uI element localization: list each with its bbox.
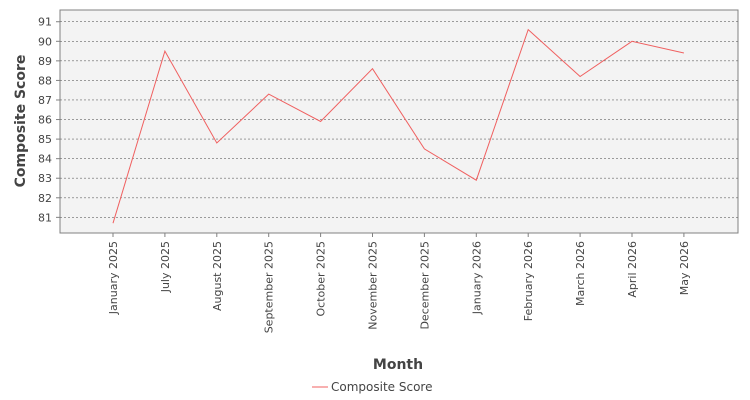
y-axis-ticks: 81 82 83 84 85 86 87 88 89 90 91	[38, 16, 60, 224]
y-tick-label: 87	[38, 94, 52, 107]
x-tick-label: November 2025	[367, 241, 380, 330]
plot-area	[59, 9, 739, 234]
data-point	[164, 50, 166, 52]
y-tick-label: 88	[38, 74, 52, 87]
data-point	[216, 142, 218, 144]
data-point	[268, 93, 270, 95]
data-point	[371, 67, 373, 69]
data-point	[112, 222, 114, 224]
x-axis-title: Month	[373, 357, 423, 373]
legend-label: Composite Score	[331, 380, 432, 394]
y-tick-label: 82	[38, 192, 52, 205]
x-tick-label: February 2026	[522, 241, 535, 321]
y-tick-label: 81	[38, 211, 52, 224]
x-tick-label: March 2026	[574, 241, 587, 306]
x-tick-label: April 2026	[626, 241, 639, 298]
legend: Composite Score	[312, 380, 432, 394]
y-tick-label: 83	[38, 172, 52, 185]
x-axis-ticks: January 2025 July 2025 August 2025 Septembe…	[107, 233, 691, 333]
x-tick-label: December 2025	[418, 241, 431, 330]
series-layer	[112, 28, 685, 224]
data-point	[423, 148, 425, 150]
x-tick-label: July 2025	[159, 241, 172, 293]
data-point	[579, 75, 581, 77]
x-tick-label: August 2025	[211, 241, 224, 311]
x-tick-label: May 2026	[678, 241, 691, 295]
data-point	[683, 52, 685, 54]
data-point	[527, 28, 529, 30]
x-tick-label: September 2025	[263, 241, 276, 333]
x-tick-label: January 2025	[107, 241, 120, 315]
y-tick-label: 84	[38, 153, 52, 166]
grid-lines	[60, 21, 738, 218]
y-tick-label: 86	[38, 114, 52, 127]
x-tick-label: October 2025	[315, 241, 328, 317]
y-tick-label: 85	[38, 133, 52, 146]
data-point	[475, 179, 477, 181]
data-point	[319, 120, 321, 122]
x-tick-label: January 2026	[470, 241, 483, 315]
y-tick-label: 89	[38, 55, 52, 68]
y-axis-title: Composite Score	[13, 55, 29, 188]
data-point	[631, 40, 633, 42]
series-line-0	[112, 28, 685, 224]
y-tick-label: 90	[38, 35, 52, 48]
y-tick-label: 91	[38, 16, 52, 29]
